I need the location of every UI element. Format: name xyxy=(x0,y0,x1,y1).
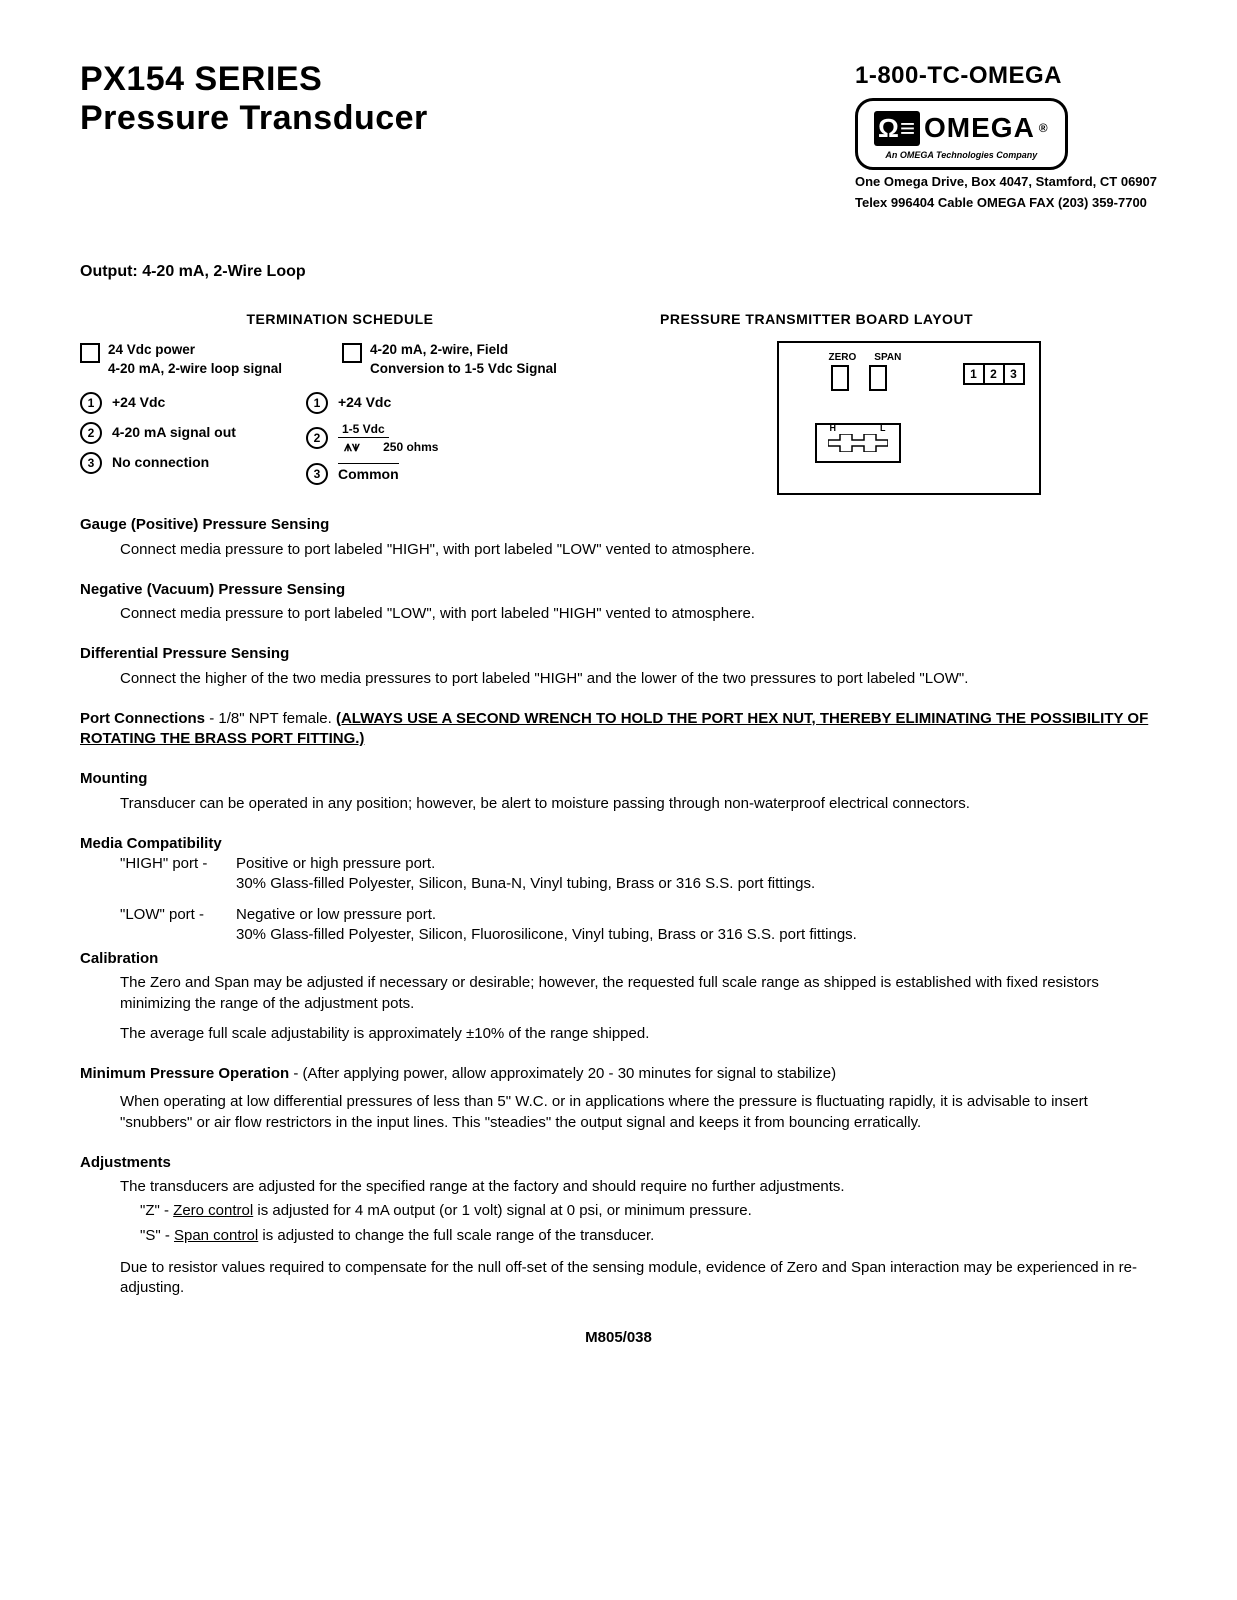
footer-code: M805/038 xyxy=(80,1328,1157,1348)
calibration-p1: The Zero and Span may be adjusted if nec… xyxy=(120,973,1157,1014)
pin-number-icon: 2 xyxy=(306,427,328,449)
media-heading: Media Compatibility xyxy=(80,834,1157,854)
differential-heading: Differential Pressure Sensing xyxy=(80,644,1157,664)
legend-power-l1: 24 Vdc power xyxy=(108,341,282,359)
mounting-body: Transducer can be operated in any positi… xyxy=(120,794,1157,814)
legend-field-l2: Conversion to 1-5 Vdc Signal xyxy=(370,360,557,378)
pin-a1: 1+24 Vdc xyxy=(80,392,236,414)
sensor-box: H L xyxy=(815,423,901,463)
board-title: PRESSURE TRANSMITTER BOARD LAYOUT xyxy=(660,310,1157,329)
section-adjustments: Adjustments The transducers are adjusted… xyxy=(80,1153,1157,1299)
section-port: Port Connections - 1/8" NPT female. (ALW… xyxy=(80,709,1157,750)
adj-s: "S" - Span control is adjusted to change… xyxy=(140,1226,1157,1246)
media-high-row: "HIGH" port - Positive or high pressure … xyxy=(120,854,1157,895)
min-heading: Minimum Pressure Operation xyxy=(80,1065,289,1082)
resistor-icon: ⩚⩛ xyxy=(344,438,360,454)
zero-pot-icon xyxy=(831,365,849,391)
checkbox-icon xyxy=(342,343,362,363)
terminal-2: 2 xyxy=(985,365,1005,383)
pin-a3: 3No connection xyxy=(80,452,236,474)
logo-subtitle: An OMEGA Technologies Company xyxy=(874,149,1049,161)
address-line2: Telex 996404 Cable OMEGA FAX (203) 359-7… xyxy=(855,195,1157,211)
header: PX154 SERIES Pressure Transducer 1-800-T… xyxy=(80,60,1157,211)
section-min-pressure: Minimum Pressure Operation - (After appl… xyxy=(80,1064,1157,1133)
port-heading: Port Connections xyxy=(80,710,205,727)
calibration-heading: Calibration xyxy=(80,949,1157,969)
span-pot-icon xyxy=(869,365,887,391)
address-line1: One Omega Drive, Box 4047, Stamford, CT … xyxy=(855,174,1157,190)
pin-b1: 1+24 Vdc xyxy=(306,392,439,414)
omega-icon: Ω≡ xyxy=(874,111,920,146)
section-negative: Negative (Vacuum) Pressure Sensing Conne… xyxy=(80,580,1157,625)
terminal-1: 1 xyxy=(965,365,985,383)
calibration-p2: The average full scale adjustability is … xyxy=(120,1024,1157,1044)
schedule-legend: 24 Vdc power 4-20 mA, 2-wire loop signal… xyxy=(80,341,600,377)
mounting-heading: Mounting xyxy=(80,769,1157,789)
board-labels: ZERO SPAN xyxy=(829,351,902,365)
phone-number: 1-800-TC-OMEGA xyxy=(855,60,1157,92)
conversion-diagram: 1-5 Vdc ⩚⩛ 250 ohms xyxy=(338,422,439,455)
pin-b2: 2 1-5 Vdc ⩚⩛ 250 ohms xyxy=(306,422,439,455)
pin-number-icon: 3 xyxy=(80,452,102,474)
media-low-l1: Negative or low pressure port. xyxy=(236,905,857,925)
board-pots xyxy=(831,365,887,391)
terminal-3: 3 xyxy=(1005,365,1023,383)
legend-power-l2: 4-20 mA, 2-wire loop signal xyxy=(108,360,282,378)
min-lead: - (After applying power, allow approxima… xyxy=(293,1065,836,1082)
pin-a2: 24-20 mA signal out xyxy=(80,422,236,444)
board-diagram: ZERO SPAN 1 2 3 H L xyxy=(777,341,1041,495)
title-line1: PX154 SERIES xyxy=(80,60,428,99)
legend-item-field: 4-20 mA, 2-wire, Field Conversion to 1-5… xyxy=(342,341,557,377)
checkbox-icon xyxy=(80,343,100,363)
pin-col-b: 1+24 Vdc 2 1-5 Vdc ⩚⩛ 250 ohms 3Common xyxy=(306,392,439,485)
media-high-l1: Positive or high pressure port. xyxy=(236,854,815,874)
logo-box: Ω≡ OMEGA® An OMEGA Technologies Company xyxy=(855,98,1068,170)
media-high-l2: 30% Glass-filled Polyester, Silicon, Bun… xyxy=(236,874,815,894)
negative-heading: Negative (Vacuum) Pressure Sensing xyxy=(80,580,1157,600)
legend-field-l1: 4-20 mA, 2-wire, Field xyxy=(370,341,557,359)
schedule-title: TERMINATION SCHEDULE xyxy=(80,310,600,329)
gauge-body: Connect media pressure to port labeled "… xyxy=(120,540,1157,560)
section-mounting: Mounting Transducer can be operated in a… xyxy=(80,769,1157,814)
port-l-label: L xyxy=(880,422,886,434)
title-block: PX154 SERIES Pressure Transducer xyxy=(80,60,428,138)
pin-list: 1+24 Vdc 24-20 mA signal out 3No connect… xyxy=(80,392,600,485)
logo-text: OMEGA xyxy=(924,109,1035,147)
board-layout: PRESSURE TRANSMITTER BOARD LAYOUT ZERO S… xyxy=(660,310,1157,495)
adj-note: Due to resistor values required to compe… xyxy=(120,1258,1157,1299)
section-media: Media Compatibility "HIGH" port - Positi… xyxy=(80,834,1157,945)
adj-heading: Adjustments xyxy=(80,1153,1157,1173)
differential-body: Connect the higher of the two media pres… xyxy=(120,669,1157,689)
port-lead: - 1/8" NPT female. xyxy=(209,710,336,727)
termination-schedule: TERMINATION SCHEDULE 24 Vdc power 4-20 m… xyxy=(80,310,600,495)
pin-number-icon: 1 xyxy=(306,392,328,414)
legend-item-power: 24 Vdc power 4-20 mA, 2-wire loop signal xyxy=(80,341,282,377)
min-body: When operating at low differential press… xyxy=(120,1092,1157,1133)
media-low-label: "LOW" port - xyxy=(120,905,230,946)
port-h-label: H xyxy=(830,422,837,434)
pin-number-icon: 2 xyxy=(80,422,102,444)
schedule-row: TERMINATION SCHEDULE 24 Vdc power 4-20 m… xyxy=(80,310,1157,495)
pin-b3: 3Common xyxy=(306,463,439,485)
board-terminals: 1 2 3 xyxy=(963,363,1025,385)
output-spec: Output: 4-20 mA, 2-Wire Loop xyxy=(80,261,1157,283)
pin-number-icon: 3 xyxy=(306,463,328,485)
section-gauge: Gauge (Positive) Pressure Sensing Connec… xyxy=(80,515,1157,560)
title-line2: Pressure Transducer xyxy=(80,99,428,138)
right-header: 1-800-TC-OMEGA Ω≡ OMEGA® An OMEGA Techno… xyxy=(855,60,1157,211)
media-low-row: "LOW" port - Negative or low pressure po… xyxy=(120,905,1157,946)
gauge-heading: Gauge (Positive) Pressure Sensing xyxy=(80,515,1157,535)
logo: Ω≡ OMEGA® xyxy=(874,109,1049,147)
sensor-icon xyxy=(828,434,888,452)
section-calibration: Calibration The Zero and Span may be adj… xyxy=(80,949,1157,1044)
media-low-l2: 30% Glass-filled Polyester, Silicon, Flu… xyxy=(236,925,857,945)
adj-intro: The transducers are adjusted for the spe… xyxy=(120,1177,1157,1197)
section-differential: Differential Pressure Sensing Connect th… xyxy=(80,644,1157,689)
media-high-label: "HIGH" port - xyxy=(120,854,230,895)
adj-z: "Z" - Zero control is adjusted for 4 mA … xyxy=(140,1201,1157,1221)
pin-col-a: 1+24 Vdc 24-20 mA signal out 3No connect… xyxy=(80,392,236,485)
negative-body: Connect media pressure to port labeled "… xyxy=(120,604,1157,624)
pin-number-icon: 1 xyxy=(80,392,102,414)
